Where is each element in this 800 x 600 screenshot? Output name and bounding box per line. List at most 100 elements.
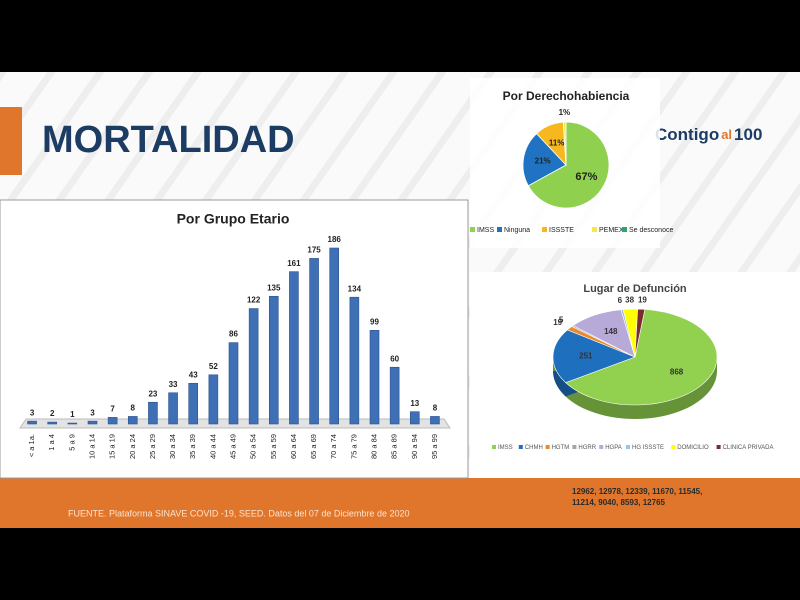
legend-swatch: [492, 445, 496, 449]
data-label: 3: [30, 408, 35, 417]
x-tick-label: 30 a 34: [168, 434, 177, 459]
note-line: 11214, 9040, 8593, 12765: [572, 498, 666, 507]
legend-label: PEMEX: [599, 227, 624, 234]
legend-label: CHMH: [525, 445, 543, 451]
data-label: 122: [247, 296, 261, 305]
data-label: 67%: [575, 171, 597, 183]
bar: [228, 342, 239, 425]
data-label: 3: [90, 408, 95, 417]
legend-label: CLINICA PRIVADA: [723, 445, 774, 451]
data-label: 6: [618, 296, 623, 305]
legend-label: ISSSTE: [549, 227, 574, 234]
legend-swatch: [592, 227, 597, 232]
x-tick-label: 35 a 39: [188, 434, 197, 459]
data-label: 52: [209, 362, 218, 371]
x-tick-label: 60 a 64: [289, 434, 298, 459]
legend-swatch: [622, 227, 627, 232]
data-label: 175: [307, 246, 321, 255]
x-tick-label: 80 a 84: [369, 434, 378, 459]
bar: [268, 295, 279, 425]
bar: [67, 422, 78, 425]
pie-slice: [552, 329, 636, 383]
bar: [430, 416, 440, 425]
legend-label: IMSS: [498, 445, 513, 451]
x-tick-label: 75 a 79: [349, 434, 358, 459]
legend-swatch: [716, 445, 721, 449]
data-label: 868: [670, 368, 684, 377]
bar: [389, 366, 400, 425]
legend-label: HGTM: [552, 445, 570, 451]
data-label: 134: [348, 284, 362, 293]
data-label: 148: [604, 327, 618, 336]
accent-bar: [0, 107, 22, 175]
legend-label: Ninguna: [504, 227, 530, 234]
bar: [107, 417, 118, 425]
legend-swatch: [518, 445, 523, 449]
pie-slice: [562, 121, 567, 166]
x-tick-label: 70 a 74: [329, 434, 338, 459]
bar: [329, 247, 340, 425]
legend-swatch: [470, 227, 475, 232]
bar: [27, 420, 37, 425]
data-label: 2: [50, 409, 55, 418]
bar: [289, 271, 299, 425]
data-label: 23: [148, 389, 157, 398]
x-tick-label: 10 a 14: [87, 434, 96, 459]
bar: [248, 308, 259, 425]
data-label: 161: [287, 259, 301, 268]
bar: [148, 401, 158, 425]
bar: [168, 392, 178, 425]
legend-swatch: [542, 227, 547, 232]
x-tick-label: 1 a 4: [47, 434, 56, 451]
data-label: 8: [433, 404, 438, 413]
data-label: 33: [169, 380, 178, 389]
legend-swatch: [599, 445, 604, 449]
legend-label: HG ISSSTE: [632, 445, 664, 451]
bar: [369, 330, 380, 425]
data-label: 1: [70, 410, 75, 419]
legend-swatch: [572, 445, 577, 449]
source: FUENTE. Plataforma SINAVE COVID -19, SEE…: [68, 508, 409, 518]
x-tick-label: 40 a 44: [208, 434, 217, 459]
chart-title: Por Grupo Etario: [177, 211, 290, 227]
x-tick-label: 85 a 89: [390, 434, 399, 459]
data-label: 8: [131, 404, 136, 413]
legend-swatch: [545, 445, 550, 449]
legend-label: HGRR: [578, 445, 596, 451]
bar-panel: [0, 199, 469, 479]
x-tick-label: 65 a 69: [309, 434, 318, 459]
bar: [349, 296, 360, 425]
data-label: 43: [189, 370, 198, 379]
bar: [188, 383, 199, 425]
legend-label: Se desconoce: [629, 227, 673, 234]
x-tick-label: 5 a 9: [67, 434, 76, 451]
pie-slice: [634, 308, 646, 358]
x-tick-label: 15 a 19: [108, 434, 117, 459]
bar: [309, 258, 319, 425]
data-label: 60: [390, 354, 399, 363]
data-label: 5: [559, 316, 564, 325]
logo: Contigo al 100: [655, 125, 762, 144]
bar: [127, 416, 138, 425]
data-label: 1%: [559, 108, 571, 117]
note-line: 12962, 12978, 12339, 11670, 11545,: [572, 487, 702, 496]
data-label: 86: [229, 330, 238, 339]
legend-label: IMSS: [477, 227, 494, 234]
data-label: 135: [267, 283, 281, 292]
x-tick-label: 50 a 54: [249, 434, 258, 459]
x-tick-label: < a 1a.: [27, 434, 36, 457]
x-tick-label: 25 a 29: [148, 434, 157, 459]
bar: [87, 420, 98, 425]
bar: [409, 411, 420, 425]
footer-band: [0, 478, 800, 528]
bar: [47, 421, 58, 425]
data-label: 13: [410, 399, 419, 408]
x-tick-label: 95 a 99: [430, 434, 439, 459]
data-label: 19: [638, 296, 647, 305]
legend-swatch: [626, 445, 630, 449]
pie-slice: [565, 309, 718, 406]
slide-title: MORTALIDAD: [42, 119, 295, 161]
data-label: 99: [370, 317, 379, 326]
data-label: 38: [625, 296, 634, 305]
data-label: 19: [553, 318, 562, 327]
